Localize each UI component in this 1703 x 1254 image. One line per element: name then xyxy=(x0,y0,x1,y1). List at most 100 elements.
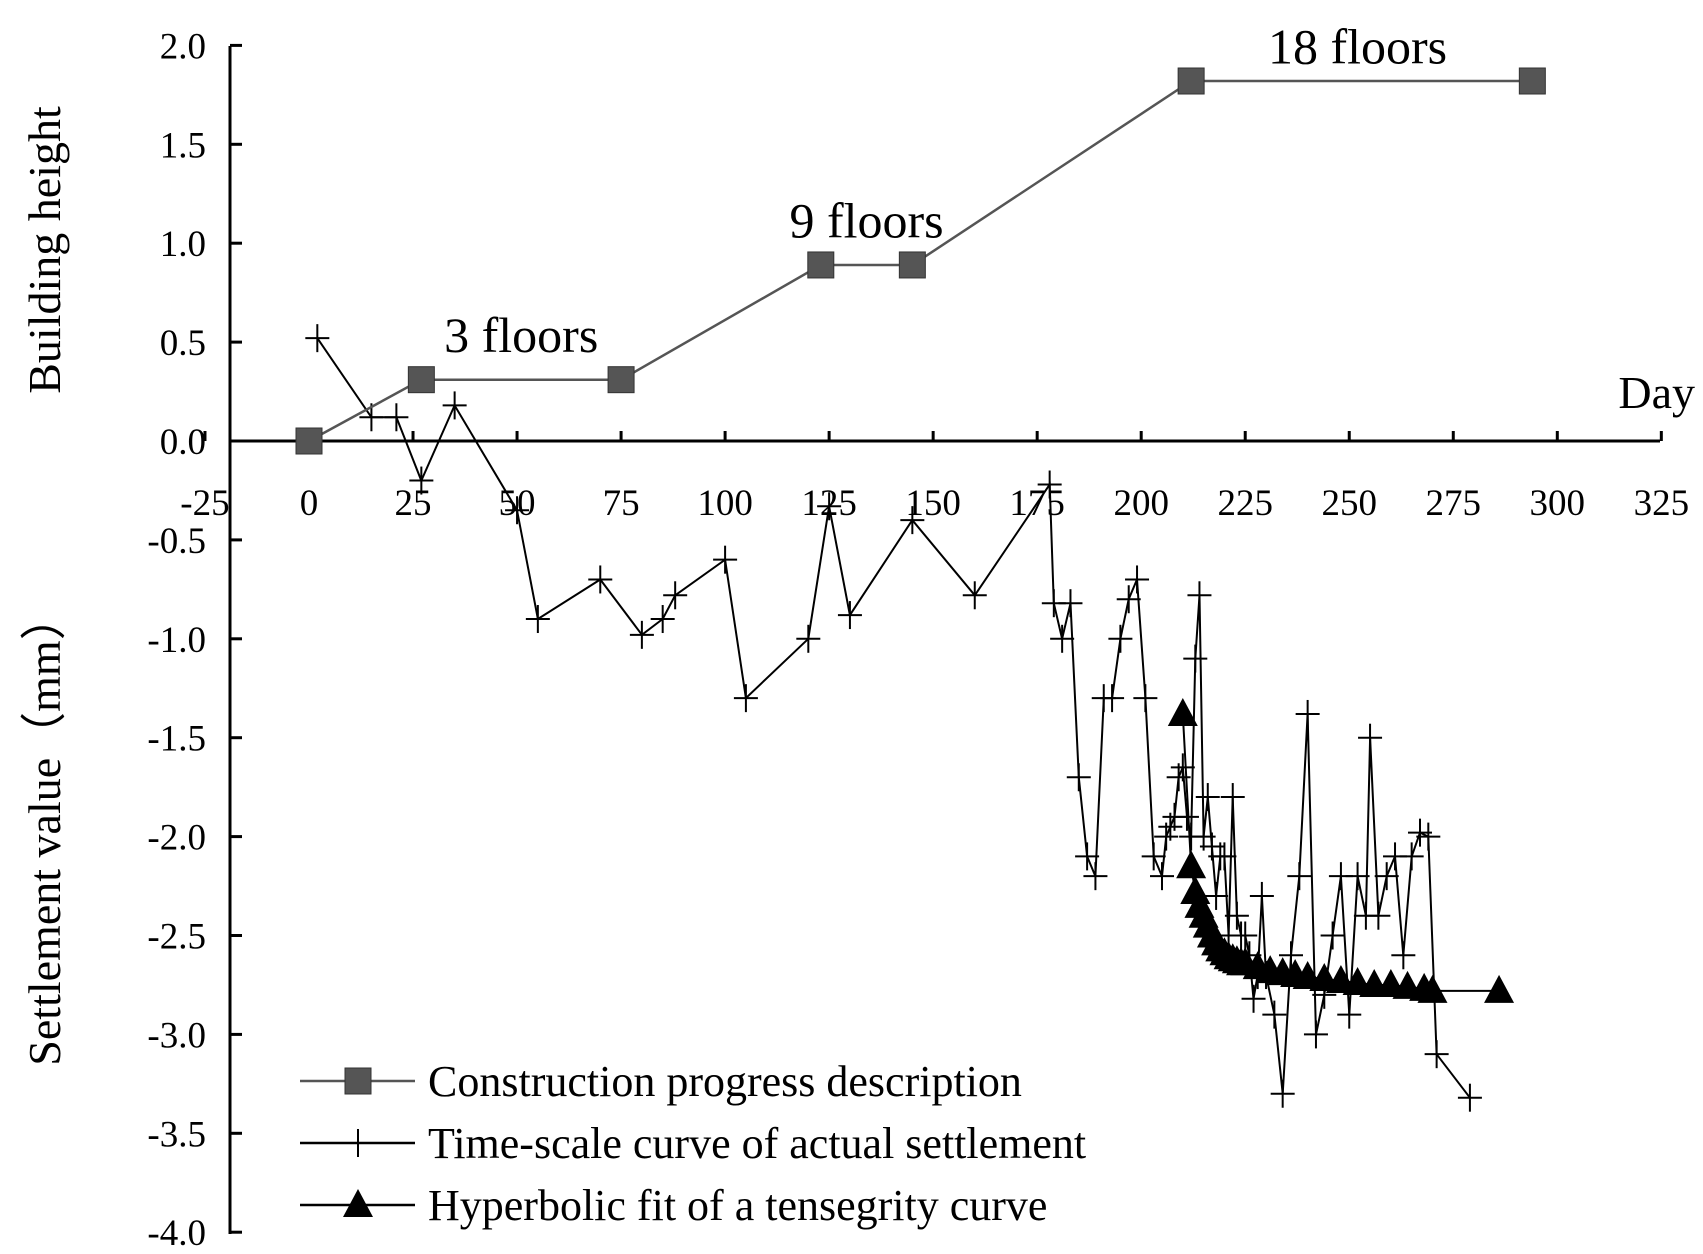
data-point-plus xyxy=(1374,862,1399,891)
data-point-plus xyxy=(1358,723,1383,752)
data-point-triangle xyxy=(343,1189,373,1217)
data-point-plus xyxy=(1457,1083,1482,1112)
data-point-plus xyxy=(629,620,654,649)
y-tick-label: -1.5 xyxy=(147,719,206,760)
y-tick-label: -3.5 xyxy=(147,1114,206,1155)
data-point-plus xyxy=(1133,684,1158,713)
annotation-label: 18 floors xyxy=(1268,18,1447,74)
x-tick-label: 75 xyxy=(603,483,640,524)
data-point-plus xyxy=(1183,644,1208,673)
data-point-plus xyxy=(817,492,842,521)
data-point-plus xyxy=(409,466,434,495)
data-point-plus xyxy=(305,324,330,353)
y-tick-label: -1.0 xyxy=(147,620,206,661)
data-point-plus xyxy=(962,581,987,610)
chart-series xyxy=(295,67,1546,1112)
data-point-square xyxy=(344,1067,372,1095)
x-ticks: -25 0 25 50 75 100 125 150 175 200 225 250 275 300 325 xyxy=(180,431,1689,524)
data-point-plus xyxy=(1066,763,1091,792)
x-tick-label: 100 xyxy=(697,483,753,524)
data-point-plus xyxy=(1170,753,1195,782)
data-point-plus xyxy=(900,506,925,535)
x-tick-label: 250 xyxy=(1322,483,1378,524)
annotation-label: 9 floors xyxy=(789,192,943,248)
y-tick-label: 2.0 xyxy=(160,26,206,67)
data-point-plus xyxy=(1100,684,1125,713)
data-point-plus xyxy=(1220,783,1245,812)
y-tick-label: 1.5 xyxy=(160,125,206,166)
data-point-square xyxy=(898,251,926,279)
chart-annotations: 3 floors 9 floors 18 floors xyxy=(444,18,1447,363)
x-tick-label: 200 xyxy=(1113,483,1169,524)
data-point-plus xyxy=(1345,862,1370,891)
data-point-plus xyxy=(525,605,550,634)
data-point-plus xyxy=(1195,783,1220,812)
data-point-square xyxy=(807,251,835,279)
data-point-plus xyxy=(1150,862,1175,891)
data-point-plus xyxy=(505,496,530,525)
legend-label: Construction progress description xyxy=(428,1057,1022,1106)
data-point-plus xyxy=(384,403,409,432)
chart-legend: Construction progress description Time-sc… xyxy=(300,1057,1086,1230)
data-point-plus xyxy=(1108,624,1133,653)
data-point-plus xyxy=(1278,941,1303,970)
data-point-plus xyxy=(1262,1000,1287,1029)
legend-entry: Hyperbolic fit of a tensegrity curve xyxy=(300,1181,1047,1230)
legend-label: Hyperbolic fit of a tensegrity curve xyxy=(428,1181,1047,1230)
data-point-plus xyxy=(1187,581,1212,610)
data-point-plus xyxy=(1083,862,1108,891)
data-point-plus xyxy=(1391,941,1416,970)
data-point-square xyxy=(407,366,435,394)
legend-entry: Construction progress description xyxy=(300,1057,1022,1106)
y-tick-label: -2.0 xyxy=(147,818,206,859)
data-point-plus xyxy=(1125,565,1150,594)
data-point-plus xyxy=(1075,842,1100,871)
data-point-plus xyxy=(1399,842,1424,871)
y-tick-label: 0.5 xyxy=(160,323,206,364)
chart-axes: -25 0 25 50 75 100 125 150 175 200 225 250 275 300 325… xyxy=(147,26,1689,1254)
legend-entry: Time-scale curve of actual settlement xyxy=(300,1119,1086,1168)
x-tick-label: 0 xyxy=(300,483,319,524)
annotation-label: 3 floors xyxy=(444,307,598,363)
series-triangle xyxy=(1167,697,1515,1003)
data-point-plus xyxy=(713,545,738,574)
data-point-plus xyxy=(663,581,688,610)
y-axis-title-settlement: Settlement value（mm） xyxy=(19,594,70,1065)
y-tick-label: -0.5 xyxy=(147,521,206,562)
data-point-plus xyxy=(1037,470,1062,499)
data-point-plus xyxy=(442,391,467,420)
data-point-square xyxy=(1177,67,1205,95)
data-point-plus xyxy=(1058,589,1083,618)
data-point-plus xyxy=(1249,881,1274,910)
data-point-plus xyxy=(1424,1040,1449,1069)
x-tick-label: 225 xyxy=(1217,483,1273,524)
data-point-plus xyxy=(796,624,821,653)
data-point-plus xyxy=(1116,585,1141,614)
data-point-plus xyxy=(1141,842,1166,871)
y-tick-label: -3.0 xyxy=(147,1015,206,1056)
data-point-plus xyxy=(1416,822,1441,851)
x-tick-label: 150 xyxy=(905,483,961,524)
data-point-plus xyxy=(1287,862,1312,891)
data-point-plus xyxy=(1233,921,1258,950)
x-tick-label: -25 xyxy=(180,483,229,524)
data-point-plus xyxy=(1270,1079,1295,1108)
data-point-plus xyxy=(650,605,675,634)
data-point-square xyxy=(607,366,635,394)
data-point-plus xyxy=(1303,1020,1328,1049)
data-point-triangle xyxy=(1167,697,1198,726)
x-tick-label: 325 xyxy=(1634,483,1690,524)
x-tick-label: 275 xyxy=(1426,483,1482,524)
y-tick-label: 0.0 xyxy=(160,422,206,463)
data-point-plus xyxy=(733,684,758,713)
y-tick-label: 1.0 xyxy=(160,224,206,265)
x-tick-label: 300 xyxy=(1530,483,1586,524)
y-ticks: 2.0 1.5 1.0 0.5 0.0 -0.5 -1.0 -1.5 -2.0 -2.5 -3.0 -… xyxy=(147,26,242,1254)
data-point-plus xyxy=(1320,921,1345,950)
data-point-square xyxy=(295,427,323,455)
data-point-plus xyxy=(588,565,613,594)
data-point-plus xyxy=(346,1129,370,1157)
data-point-plus xyxy=(1337,1000,1362,1029)
series-line xyxy=(316,337,1471,1099)
